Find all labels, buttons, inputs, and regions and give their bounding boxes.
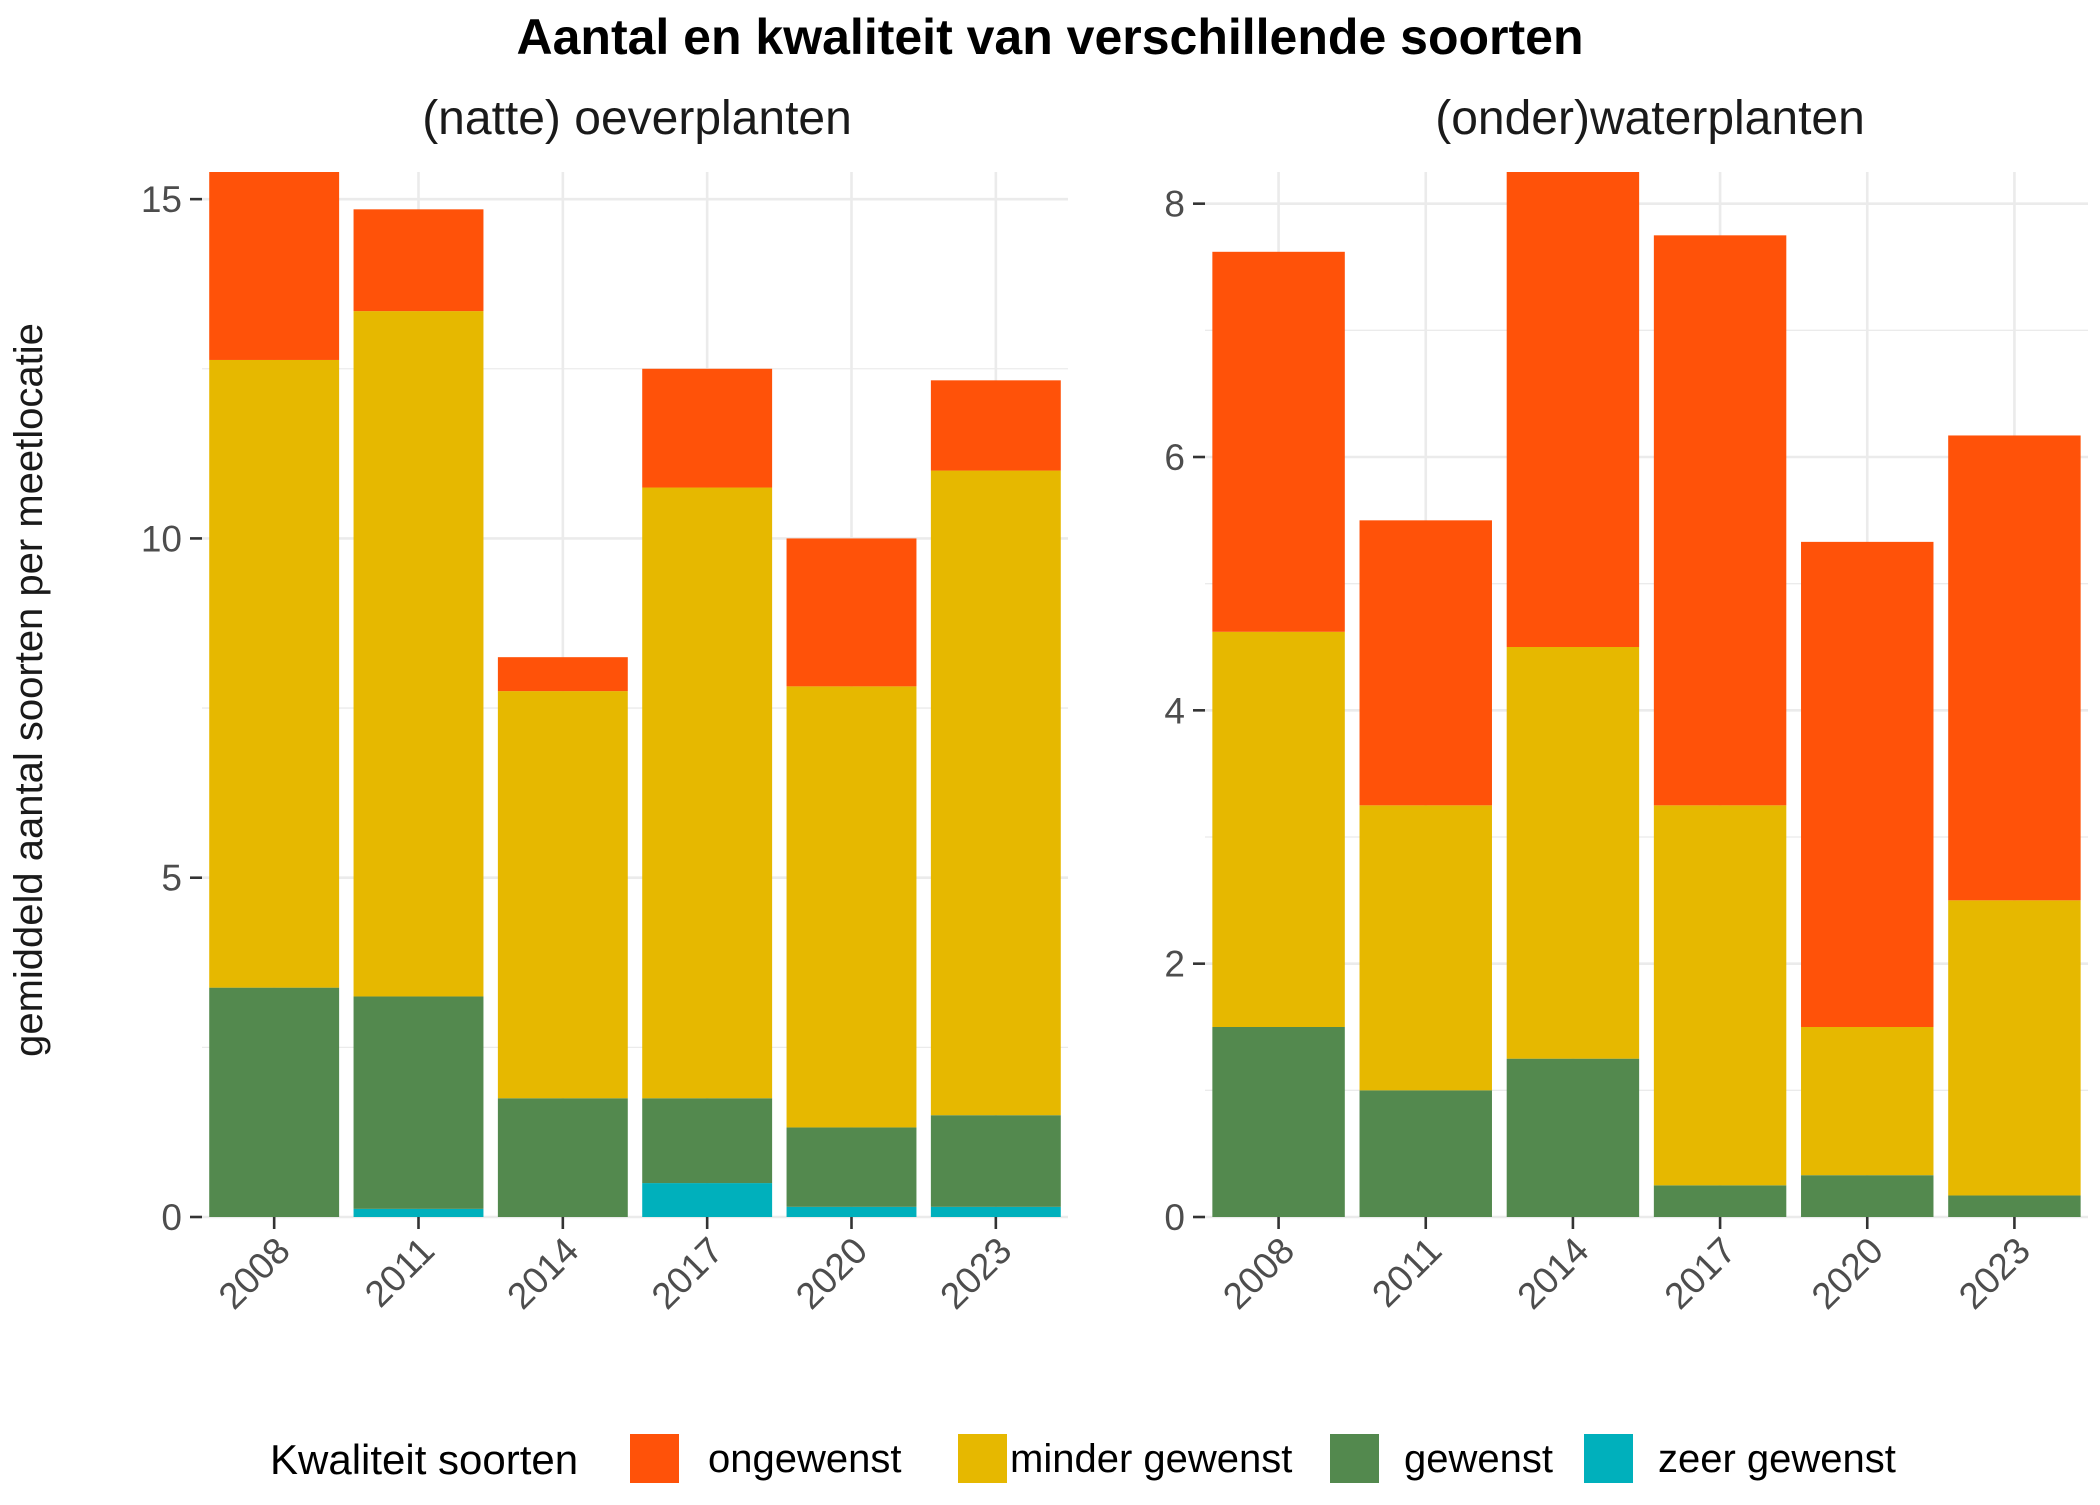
bar-minder_gewenst-2020 (786, 686, 917, 1128)
bar-ongewenst-2014 (1506, 172, 1640, 647)
bar-zeer_gewenst-2023 (930, 1206, 1061, 1217)
y-tick-label: 8 (1164, 184, 1185, 225)
y-tick-label: 6 (1164, 437, 1185, 478)
bar-gewenst-2017 (1653, 1185, 1787, 1217)
y-tick-label: 0 (1164, 1197, 1185, 1238)
bar-ongewenst-2011 (353, 209, 484, 312)
bar-zeer_gewenst-2011 (353, 1208, 484, 1217)
bar-gewenst-2023 (930, 1115, 1061, 1207)
bar-ongewenst-2023 (930, 380, 1061, 471)
legend: Kwaliteit soorten ongewenst minder gewen… (270, 1434, 1896, 1483)
legend-label-gewenst: gewenst (1404, 1437, 1553, 1481)
bar-ongewenst-2020 (1801, 541, 1934, 1027)
panel-title-1: (onder)waterplanten (1435, 92, 1865, 145)
chart-title: Aantal en kwaliteit van verschillende so… (516, 9, 1583, 65)
bar-minder_gewenst-2011 (353, 311, 484, 997)
x-tick-label: 2014 (1509, 1230, 1596, 1317)
legend-title: Kwaliteit soorten (270, 1436, 578, 1483)
bar-gewenst-2008 (1212, 1027, 1345, 1217)
bar-gewenst-2017 (642, 1098, 773, 1184)
y-tick-label: 10 (141, 518, 182, 559)
x-tick-label: 2011 (1364, 1230, 1449, 1315)
bar-gewenst-2008 (209, 987, 340, 1217)
x-tick-label: 2023 (932, 1230, 1019, 1317)
panel-oeverplanten: (natte) oeverplanten 0 5 10 15 2008 2011 2014 20… (141, 92, 1068, 1317)
legend-swatch-gewenst (1330, 1434, 1379, 1483)
bar-minder_gewenst-2023 (1948, 900, 2081, 1196)
bar-minder_gewenst-2023 (930, 470, 1061, 1116)
bar-minder_gewenst-2017 (642, 487, 773, 1099)
legend-swatch-zeer-gewenst (1584, 1434, 1633, 1483)
bar-gewenst-2023 (1948, 1195, 2081, 1217)
x-tick-label: 2014 (499, 1230, 586, 1317)
y-tick-label: 15 (141, 179, 182, 220)
bar-gewenst-2020 (786, 1127, 917, 1207)
bar-minder_gewenst-2008 (209, 359, 340, 988)
legend-swatch-ongewenst (630, 1434, 679, 1483)
x-tick-label: 2023 (1951, 1230, 2038, 1317)
x-tick-label: 2011 (357, 1230, 442, 1315)
x-tick-label: 2017 (1657, 1230, 1744, 1317)
bar-ongewenst-2023 (1948, 435, 2081, 901)
legend-label-zeer-gewenst: zeer gewenst (1658, 1437, 1896, 1481)
legend-swatch-minder-gewenst (958, 1434, 1007, 1483)
bar-gewenst-2011 (1359, 1090, 1492, 1217)
bar-gewenst-2014 (1506, 1058, 1640, 1217)
bar-ongewenst-2008 (209, 172, 340, 360)
y-tick-label: 2 (1164, 944, 1185, 985)
bar-minder_gewenst-2014 (1506, 647, 1640, 1059)
bar-minder_gewenst-2017 (1653, 805, 1787, 1186)
x-tick-label: 2008 (211, 1230, 298, 1317)
x-tick-label: 2008 (1215, 1230, 1302, 1317)
bar-zeer_gewenst-2020 (786, 1206, 917, 1217)
bar-ongewenst-2020 (786, 538, 917, 687)
bar-ongewenst-2011 (1359, 520, 1492, 806)
bar-gewenst-2011 (353, 996, 484, 1209)
x-tick-label: 2017 (644, 1230, 731, 1317)
bar-minder_gewenst-2008 (1212, 631, 1345, 1027)
y-axis-label: gemiddeld aantal soorten per meetlocatie (7, 323, 51, 1057)
panel-waterplanten: (onder)waterplanten 0 2 4 6 8 2008 2011 2014 2017… (1164, 92, 2088, 1317)
legend-label-ongewenst: ongewenst (708, 1437, 901, 1481)
x-tick-label: 2020 (1804, 1230, 1891, 1317)
y-tick-label: 0 (161, 1197, 182, 1238)
y-tick-label: 4 (1164, 690, 1185, 731)
bar-minder_gewenst-2011 (1359, 805, 1492, 1091)
legend-label-minder-gewenst: minder gewenst (1010, 1437, 1292, 1481)
y-tick-label: 5 (161, 858, 182, 899)
bar-minder_gewenst-2014 (497, 691, 628, 1099)
panel-title-0: (natte) oeverplanten (422, 92, 852, 145)
bar-gewenst-2020 (1801, 1175, 1934, 1217)
bar-ongewenst-2017 (1653, 235, 1787, 806)
bar-minder_gewenst-2020 (1801, 1027, 1934, 1176)
bar-ongewenst-2008 (1212, 251, 1345, 632)
bar-ongewenst-2017 (642, 368, 773, 488)
bar-ongewenst-2014 (497, 657, 628, 692)
bar-zeer_gewenst-2017 (642, 1183, 773, 1217)
x-tick-label: 2020 (788, 1230, 875, 1317)
bar-gewenst-2014 (497, 1098, 628, 1217)
